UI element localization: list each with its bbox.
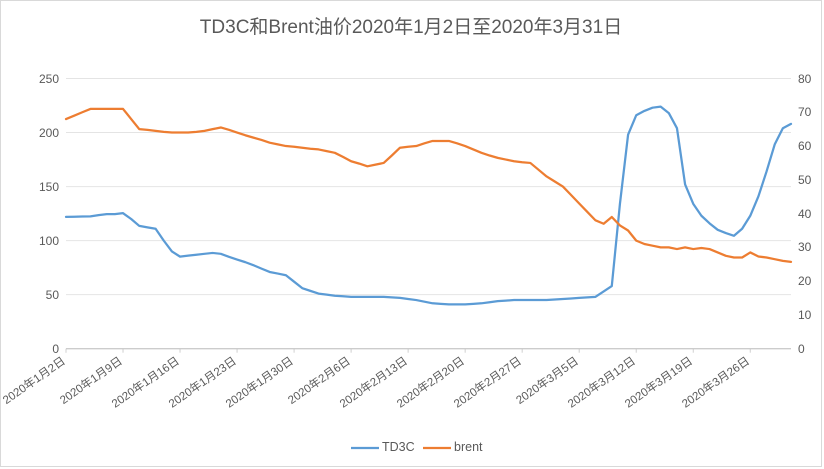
svg-text:2020年1月2日: 2020年1月2日 xyxy=(1,354,68,407)
